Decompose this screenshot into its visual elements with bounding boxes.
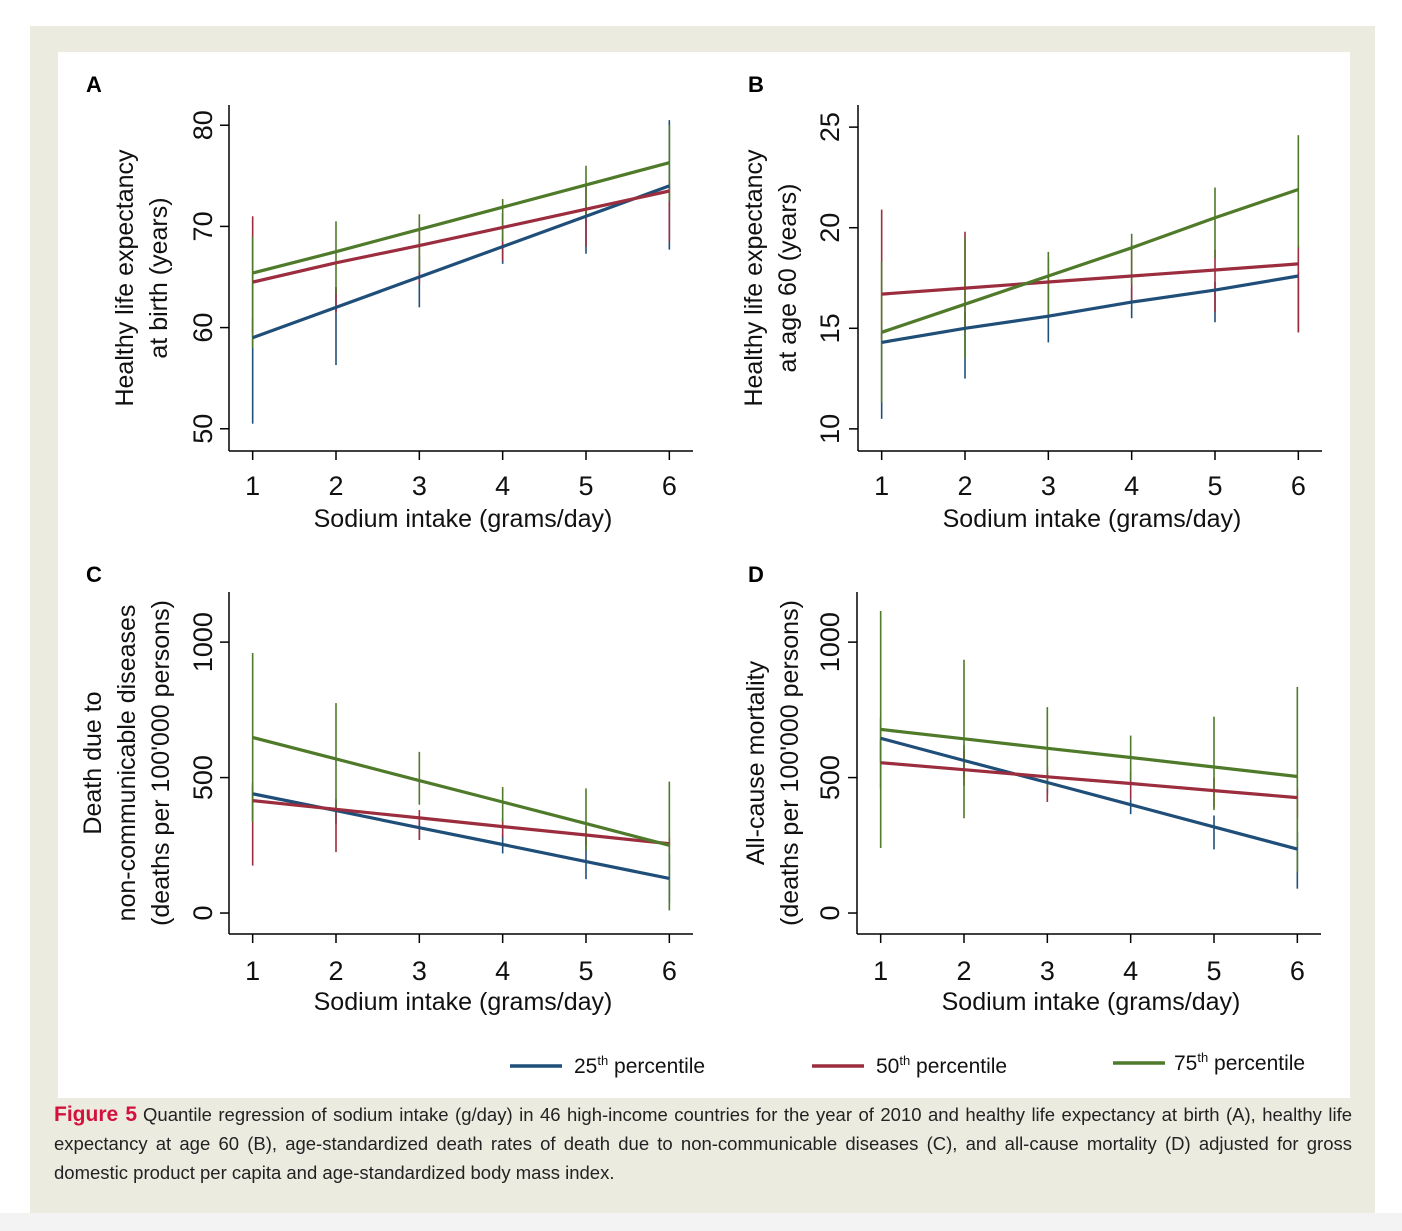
x-axis-title: Sodium intake (grams/day) xyxy=(942,988,1241,1016)
y-axis-title: (deaths per 100'000 persons) xyxy=(147,600,175,926)
series-line-p25 xyxy=(880,736,1298,851)
x-tick-label: 1 xyxy=(245,956,260,986)
x-tick-label: 3 xyxy=(412,956,427,986)
figure-caption: Figure 5 Quantile regression of sodium in… xyxy=(54,1100,1352,1187)
x-tick-label: 3 xyxy=(412,471,427,501)
panel-letter: A xyxy=(86,72,102,97)
x-tick-label: 4 xyxy=(1124,471,1139,501)
y-axis-title: Death due to xyxy=(79,691,107,834)
x-tick-label: 5 xyxy=(578,471,593,501)
y-axis-title: at age 60 (years) xyxy=(774,184,802,373)
series-line-p75 xyxy=(252,735,670,847)
y-tick-label: 20 xyxy=(815,213,845,243)
series-line-p50 xyxy=(880,761,1298,800)
y-tick-label: 0 xyxy=(188,906,218,921)
x-axis-title: Sodium intake (grams/day) xyxy=(943,505,1242,533)
panel-letter: B xyxy=(748,72,764,97)
panel-b: B 10 15 20 25 1 2 3 4 5 6 Sodium intake (grams/day)… xyxy=(740,72,1322,533)
y-axis-title: at birth (years) xyxy=(145,197,173,358)
y-axis-title: (deaths per 100'000 persons) xyxy=(776,600,804,926)
x-tick-label: 6 xyxy=(662,471,677,501)
x-tick-label: 5 xyxy=(1207,471,1222,501)
y-tick-label: 10 xyxy=(815,414,845,444)
x-tick-label: 2 xyxy=(957,471,972,501)
x-tick-label: 1 xyxy=(874,471,889,501)
y-axis-title: Healthy life expectancy xyxy=(111,149,139,407)
x-tick-label: 4 xyxy=(495,956,510,986)
series-line-p50 xyxy=(252,799,670,846)
figure-plot-area xyxy=(58,52,1350,1098)
series-line-p50 xyxy=(881,262,1299,296)
x-tick-label: 4 xyxy=(1123,956,1138,986)
legend: 25th percentile 50th percentile 75th perce… xyxy=(510,1050,1305,1078)
panel-c: C 0 500 1000 1 2 3 4 5 6 Sodium intake (grams/day)… xyxy=(79,562,693,1016)
y-axis-title: All-cause mortality xyxy=(742,660,770,865)
y-axis-title: non-communicable diseases xyxy=(113,605,141,922)
x-tick-label: 2 xyxy=(328,471,343,501)
x-tick-label: 1 xyxy=(245,471,260,501)
x-tick-label: 5 xyxy=(1206,956,1221,986)
caption-label: Figure 5 xyxy=(54,1103,138,1126)
series-line-p75 xyxy=(881,187,1299,334)
x-tick-label: 2 xyxy=(956,956,971,986)
series-line-p25 xyxy=(252,184,670,340)
series-line-p50 xyxy=(252,189,670,284)
y-tick-label: 500 xyxy=(188,755,218,800)
legend-label-p75: 75th percentile xyxy=(1174,1050,1305,1075)
y-tick-label: 1000 xyxy=(815,612,845,672)
y-tick-label: 0 xyxy=(815,906,845,921)
x-tick-label: 6 xyxy=(1290,956,1305,986)
y-tick-label: 80 xyxy=(188,110,218,140)
y-tick-label: 70 xyxy=(188,211,218,241)
legend-label-p25: 25th percentile xyxy=(574,1053,705,1078)
x-tick-label: 4 xyxy=(495,471,510,501)
panel-letter: C xyxy=(86,562,102,587)
bottom-shade xyxy=(0,1213,1402,1231)
x-tick-label: 5 xyxy=(578,956,593,986)
x-tick-label: 6 xyxy=(1291,471,1306,501)
x-axis-title: Sodium intake (grams/day) xyxy=(314,988,613,1016)
y-tick-label: 15 xyxy=(815,313,845,343)
panel-d: D 0 500 1000 1 2 3 4 5 6 Sodium intake (grams/day)… xyxy=(742,562,1321,1016)
panel-letter: D xyxy=(748,562,764,587)
y-tick-label: 1000 xyxy=(188,612,218,672)
y-tick-label: 25 xyxy=(815,112,845,142)
panel-a: A 50 60 70 80 1 2 3 4 5 6 Sodium intake (grams/day)… xyxy=(86,72,693,533)
x-tick-label: 3 xyxy=(1040,956,1055,986)
series-line-p25 xyxy=(881,274,1299,344)
x-tick-label: 2 xyxy=(328,956,343,986)
y-axis-title: Healthy life expectancy xyxy=(740,149,768,407)
series-line-p75 xyxy=(880,727,1298,779)
caption-text: Quantile regression of sodium intake (g/… xyxy=(54,1104,1352,1183)
y-tick-label: 50 xyxy=(188,414,218,444)
y-tick-label: 60 xyxy=(188,313,218,343)
y-tick-label: 500 xyxy=(815,755,845,800)
x-axis-title: Sodium intake (grams/day) xyxy=(314,505,613,533)
x-tick-label: 3 xyxy=(1041,471,1056,501)
legend-label-p50: 50th percentile xyxy=(876,1053,1007,1078)
x-tick-label: 1 xyxy=(873,956,888,986)
series-line-p75 xyxy=(252,161,670,275)
x-tick-label: 6 xyxy=(662,956,677,986)
